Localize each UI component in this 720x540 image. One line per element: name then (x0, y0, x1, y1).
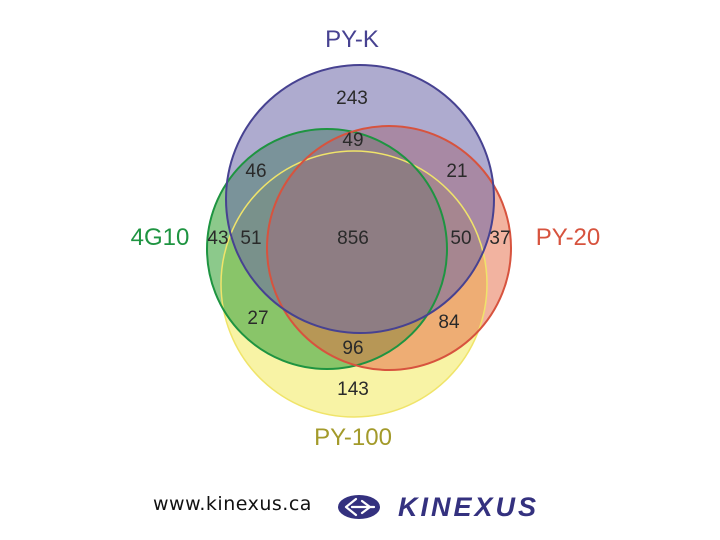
count-pyk-4g10: 46 (245, 161, 266, 182)
count-pyk-only: 243 (336, 88, 368, 109)
label-pyk: PY-K (325, 26, 379, 53)
label-py20: PY-20 (536, 224, 601, 251)
count-4g10-pyk-py100: 51 (240, 228, 261, 249)
footer-website-url: www.kinexus.ca (153, 493, 312, 515)
count-4g10-py20-py100: 96 (342, 338, 363, 359)
count-pyk-py20: 21 (446, 161, 467, 182)
label-py100: PY-100 (314, 424, 392, 451)
outline-pyk (225, 64, 495, 334)
outline-py100 (220, 150, 488, 418)
outline-py20 (266, 125, 512, 371)
count-py20-py100: 84 (438, 312, 460, 333)
kinexus-logo-chevron-mark (344, 497, 376, 517)
count-py20-only: 37 (489, 228, 510, 249)
kinexus-wordmark: KINEXUS (398, 492, 539, 522)
count-pyk-py20-py100: 50 (450, 228, 471, 249)
count-4g10-only: 43 (207, 228, 228, 249)
count-4g10-py100: 27 (247, 308, 268, 329)
label-4g10: 4G10 (131, 224, 190, 251)
count-py100-only: 143 (337, 379, 369, 400)
count-all: 856 (337, 228, 369, 249)
kinexus-logo (338, 495, 380, 519)
outline-4g10 (206, 128, 448, 370)
count-pyk-py20-top: 49 (342, 130, 363, 151)
